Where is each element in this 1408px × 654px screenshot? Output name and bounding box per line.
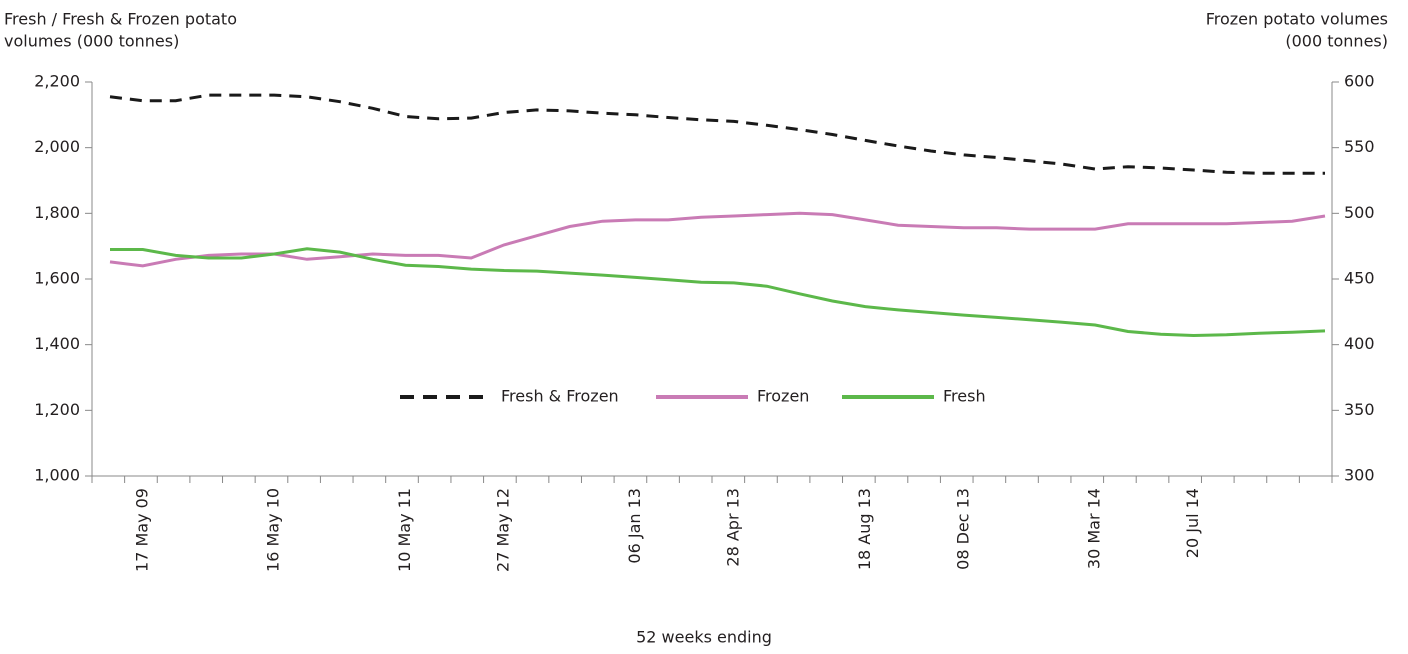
y-tick-label: 1,400: [34, 334, 80, 353]
y2-tick-label: 600: [1344, 72, 1375, 91]
y-tick-label: 1,200: [34, 400, 80, 419]
y-axis-title: Fresh / Fresh & Frozen potato: [4, 10, 237, 29]
x-tick-label: 30 Mar 14: [1085, 488, 1104, 569]
y-tick-label: 2,000: [34, 137, 80, 156]
x-axis-title: 52 weeks ending: [636, 628, 772, 647]
legend-label: Frozen: [757, 387, 809, 406]
x-tick-label: 16 May 10: [264, 488, 283, 572]
y2-tick-label: 350: [1344, 400, 1375, 419]
y-tick-label: 1,600: [34, 269, 80, 288]
x-tick-label: 06 Jan 13: [625, 488, 644, 564]
series-line: [110, 247, 1326, 338]
y2-tick-label: 300: [1344, 466, 1375, 485]
x-tick-label: 17 May 09: [132, 488, 151, 572]
x-tick-label: 20 Jul 14: [1183, 488, 1202, 558]
y-tick-label: 1,000: [34, 466, 80, 485]
y-tick-label: 1,800: [34, 203, 80, 222]
x-tick-label: 28 Apr 13: [723, 488, 742, 567]
x-tick-label: 27 May 12: [494, 488, 513, 572]
y2-axis-title: Frozen potato volumes: [1206, 10, 1388, 29]
y2-tick-label: 450: [1344, 269, 1375, 288]
x-tick-label: 18 Aug 13: [855, 488, 874, 570]
series-line: [109, 211, 1326, 268]
x-tick-label: 10 May 11: [395, 488, 414, 572]
y2-tick-label: 500: [1344, 203, 1375, 222]
y-tick-label: 2,200: [34, 72, 80, 91]
y2-tick-label: 550: [1344, 137, 1375, 156]
y2-tick-label: 400: [1344, 334, 1375, 353]
y-axis-title: volumes (000 tonnes): [4, 32, 179, 51]
legend-label: Fresh: [943, 387, 986, 406]
x-tick-label: 08 Dec 13: [953, 488, 972, 570]
legend-label: Fresh & Frozen: [501, 387, 619, 406]
y2-axis-title: (000 tonnes): [1285, 32, 1388, 51]
series-line: [109, 93, 1325, 175]
